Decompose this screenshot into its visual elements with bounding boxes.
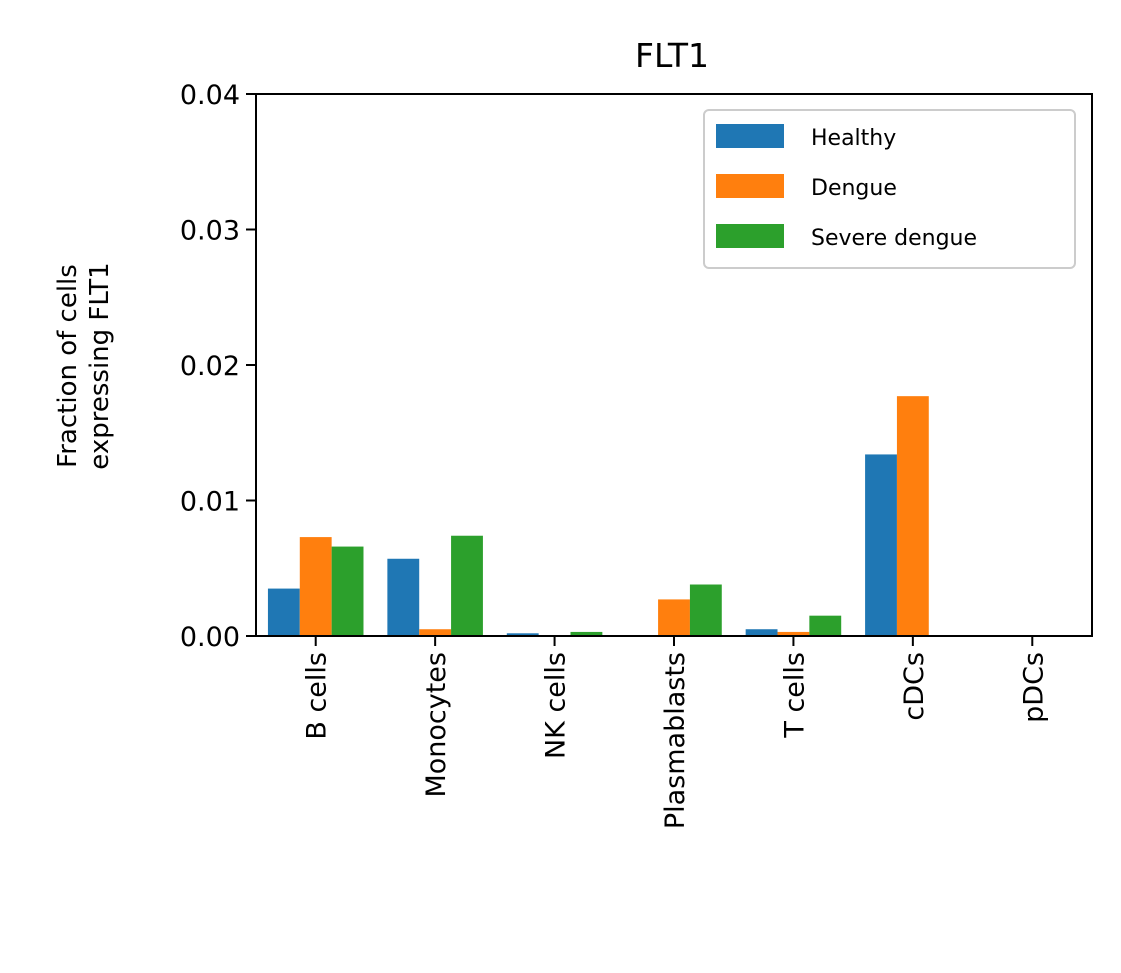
bar-severe-dengue-b-cells	[331, 546, 364, 636]
bars	[267, 396, 929, 636]
legend-label-healthy: Healthy	[811, 126, 896, 151]
y-tick-label: 0.04	[180, 80, 240, 111]
y-axis-label: Fraction of cells expressing FLT1	[53, 262, 115, 469]
chart-title: FLT1	[635, 36, 709, 75]
bar-dengue-plasmablasts	[658, 599, 690, 636]
x-axis-ticks: B cells Monocytes NK cells Plasmablasts T ce…	[302, 636, 1049, 829]
y-axis-label-line-2: expressing FLT1	[85, 262, 115, 469]
x-tick-label: NK cells	[541, 652, 572, 759]
bar-healthy-nk-cells	[506, 633, 539, 636]
y-tick-label: 0.03	[180, 216, 240, 247]
legend-label-dengue: Dengue	[811, 176, 897, 201]
bar-healthy-b-cells	[267, 588, 300, 636]
x-tick-label: Monocytes	[421, 652, 452, 798]
legend-label-severe-dengue: Severe dengue	[811, 226, 977, 251]
legend-swatch-dengue	[716, 174, 784, 198]
legend-swatch-healthy	[716, 124, 784, 148]
x-tick-label: Plasmablasts	[660, 652, 691, 829]
bar-dengue-cdcs	[896, 396, 929, 636]
bar-healthy-monocytes	[387, 558, 420, 636]
bar-healthy-cdcs	[865, 454, 897, 636]
y-tick-label: 0.02	[180, 351, 240, 382]
bar-dengue-b-cells	[299, 537, 332, 636]
bar-severe-dengue-t-cells	[809, 615, 842, 636]
legend-swatch-severe-dengue	[716, 224, 784, 248]
bar-severe-dengue-plasmablasts	[689, 584, 722, 636]
bar-dengue-monocytes	[419, 629, 452, 636]
legend: Healthy Dengue Severe dengue	[703, 109, 1076, 269]
y-tick-label: 0.01	[180, 487, 240, 518]
y-axis-label-line-1: Fraction of cells	[53, 264, 83, 468]
bar-severe-dengue-nk-cells	[570, 631, 603, 636]
bar-severe-dengue-monocytes	[451, 535, 483, 636]
x-tick-label: B cells	[302, 652, 333, 740]
y-axis-ticks: 0.00 0.01 0.02 0.03 0.04	[180, 80, 256, 653]
x-tick-label: pDCs	[1018, 652, 1049, 723]
y-tick-label: 0.00	[180, 622, 240, 653]
plot-area-frame	[255, 93, 1093, 637]
legend-frame	[703, 109, 1076, 269]
bar-healthy-t-cells	[745, 629, 778, 636]
x-tick-label: T cells	[779, 652, 810, 739]
bar-dengue-t-cells	[777, 631, 810, 636]
x-tick-label: cDCs	[899, 652, 930, 721]
